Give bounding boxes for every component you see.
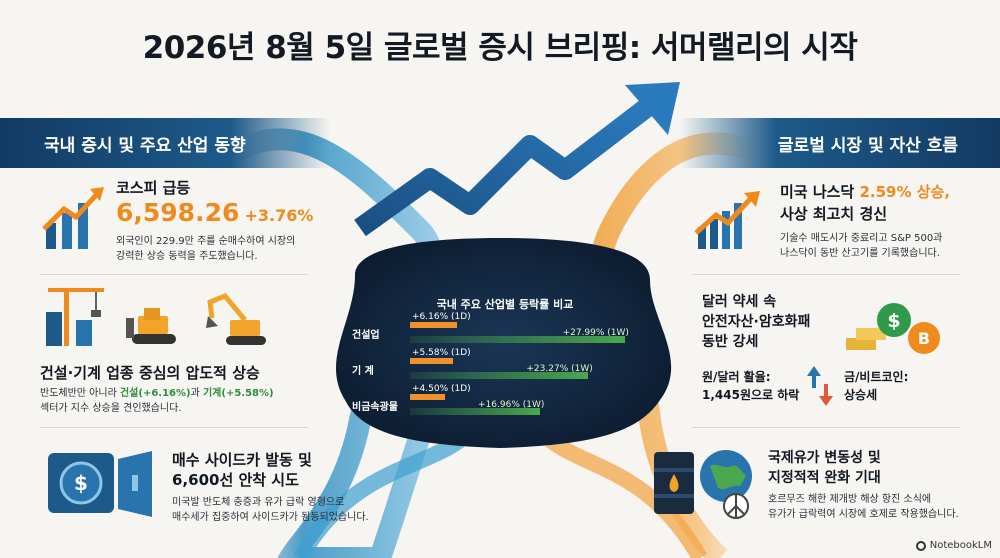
nasdaq-heading-line2: 사상 최고치 경신 [780,205,888,223]
dollar-heading-line2: 안전자산·암호화패 [702,314,811,330]
sidecar-desc-line2: 매수세가 집중하여 사이드카가 됨동되었습니다. [172,512,369,523]
right-divider-1 [692,274,960,275]
notebooklm-logo-icon [915,540,926,551]
bar-1w [410,372,589,379]
nasdaq-description: 기술수 매도시가 중료리고 S&P 500과 나스닥이 동반 산고기를 기록했습… [780,231,942,261]
svg-text:$: $ [74,471,88,495]
nasdaq-heading: 미국 나스닥 2.59% 상승, 사상 최고치 경신 [780,181,950,225]
construction-desc-mid: 과 [190,388,203,399]
oil-desc-line2: 유가가 급락력여 시장에 호제로 작용했습니다. [768,509,959,520]
construction-desc-line2: 섹터가 지수 상승을 견인했습니다. [40,403,182,414]
dollar-heading-line3: 동반 강세 [702,334,759,350]
won-rate-line2: 1,445원으로 하락 [702,388,800,402]
construction-machinery-icon [46,288,266,346]
construction-hl-construction: 건설(+6.16%) [119,388,191,399]
won-rate-line1: 원/달러 활율: [702,370,771,384]
bar-1d-label: +5.58% (1D) [412,348,471,358]
kospi-desc-line2: 강력한 상승 동력을 주도했습니다. [116,251,258,262]
category-label: 비금속광물 [352,402,398,413]
center-chart-title: 국내 주요 산업별 등락률 비교 [436,298,574,311]
gold-bitcoin-icon: $ B [846,303,940,354]
category-label: 건설업 [352,330,380,341]
bar-1d [410,358,453,364]
trend-arrowhead [625,82,680,135]
nasdaq-chart-icon [694,191,760,249]
footer-brand: NotebookLM [915,540,992,551]
bar-1w-label: +23.27% (1W) [526,364,593,374]
construction-heading: 건설·기계 업종 중심의 압도적 상승 [40,364,260,382]
kospi-value-row: 6,598.26 +3.76% [116,198,313,227]
construction-desc-pre: 반도체반만 아니라 [40,388,120,399]
right-divider-2 [692,427,960,428]
gold-trend-line1: 금/비트코인: [844,370,909,384]
svg-text:B: B [918,329,930,348]
sidecar-heading-line1: 매수 사이드카 발동 및 [172,451,312,469]
bar-1w-label: +16.96% (1W) [478,400,545,410]
sidecar-description: 미국발 반도체 충증과 유가 급락 영형으로 매수세가 집중하여 사이드카가 됨… [172,495,369,525]
up-down-arrows-icon [807,366,833,406]
footer-brand-label: NotebookLM [929,540,992,551]
growth-chart-icon [42,187,104,249]
category-label: 기 계 [352,366,374,377]
swoosh-bottom-right [545,433,707,558]
bar-1d [410,322,458,328]
nasdaq-desc-line1: 기술수 매도시가 중료리고 S&P 500과 [780,233,943,244]
sidecar-desc-line1: 미국발 반도체 충증과 유가 급락 영형으로 [172,497,345,508]
oil-desc-line1: 호르무즈 해한 제개방 해상 항진 소식에 [768,494,932,505]
nasdaq-heading-pre: 미국 나스닥 [780,183,860,201]
right-section-banner: 글로벌 시장 및 자산 흐름 [680,118,1000,168]
left-divider-1 [40,274,308,275]
trend-arrow [354,97,657,237]
dollar-heading: 달러 약세 속 안전자산·암호화패 동반 강세 [702,292,810,352]
bar-1w-label: +27.99% (1W) [562,328,629,338]
nasdaq-heading-highlight: 2.59% 상승, [859,183,951,201]
kospi-description: 외국인이 229.9만 주를 순매수하여 시장의 강력한 상승 동력을 주도했습… [116,234,295,264]
gold-bitcoin-trend: 금/비트코인: 상승세 [844,368,908,404]
bar-1w [410,336,625,343]
kospi-value: 6,598.26 [116,198,240,227]
nasdaq-desc-line2: 나스닥이 동반 산고기를 기록했습니다. [780,248,940,259]
left-divider-2 [40,427,308,428]
kospi-change: +3.76% [244,206,314,225]
nasdaq-heading-line1: 미국 나스닥 2.59% 상승, [780,181,950,203]
bar-1w [410,408,541,415]
swoosh-bottom-left [293,433,465,558]
bar-1d-label: +4.50% (1D) [412,384,471,394]
sidecar-heading: 매수 사이드카 발동 및 6,600선 안착 시도 [172,450,312,490]
construction-description: 반도체반만 아니라 건설(+6.16%)과 기계(+5.58%) 섹터가 지수 … [40,386,274,416]
oil-description: 호르무즈 해한 제개방 해상 항진 소식에 유가가 급락력여 시장에 호제로 작… [768,492,959,522]
bar-1d-label: +6.16% (1D) [412,312,471,322]
svg-text:$: $ [887,310,900,332]
construction-desc-line1: 반도체반만 아니라 건설(+6.16%)과 기계(+5.58%) [40,386,274,401]
kospi-heading: 코스피 급등 [116,179,191,197]
kospi-desc-line1: 외국인이 229.9만 주를 순매수하여 시장의 [116,236,296,247]
dollar-heading-line1: 달러 약세 속 [702,294,777,310]
construction-hl-machinery: 기계(+5.58%) [202,388,274,399]
oil-heading-line1: 국제유가 변동성 및 [768,450,881,466]
page-title: 2026년 8월 5일 글로벌 증시 브리핑: 서머랠리의 시작 [142,30,858,66]
oil-barrel-globe-icon [654,450,752,519]
industry-bar-chart: 건설업 +6.16% (1D) +27.99% (1W) 기 계 +5.58% (1D)… [352,312,652,428]
won-rate: 원/달러 활율: 1,445원으로 하락 [702,368,799,404]
left-section-banner: 국내 증시 및 주요 산업 동향 [0,118,330,168]
gold-trend-line2: 상승세 [844,388,878,402]
oil-heading-line2: 지정적적 완화 기대 [768,470,881,486]
sidecar-heading-line2: 6,600선 안착 시도 [172,471,299,489]
vault-gear-icon: $ [48,451,152,517]
oil-heading: 국제유가 변동성 및 지정적적 완화 기대 [768,448,881,488]
bar-1d [410,394,445,400]
